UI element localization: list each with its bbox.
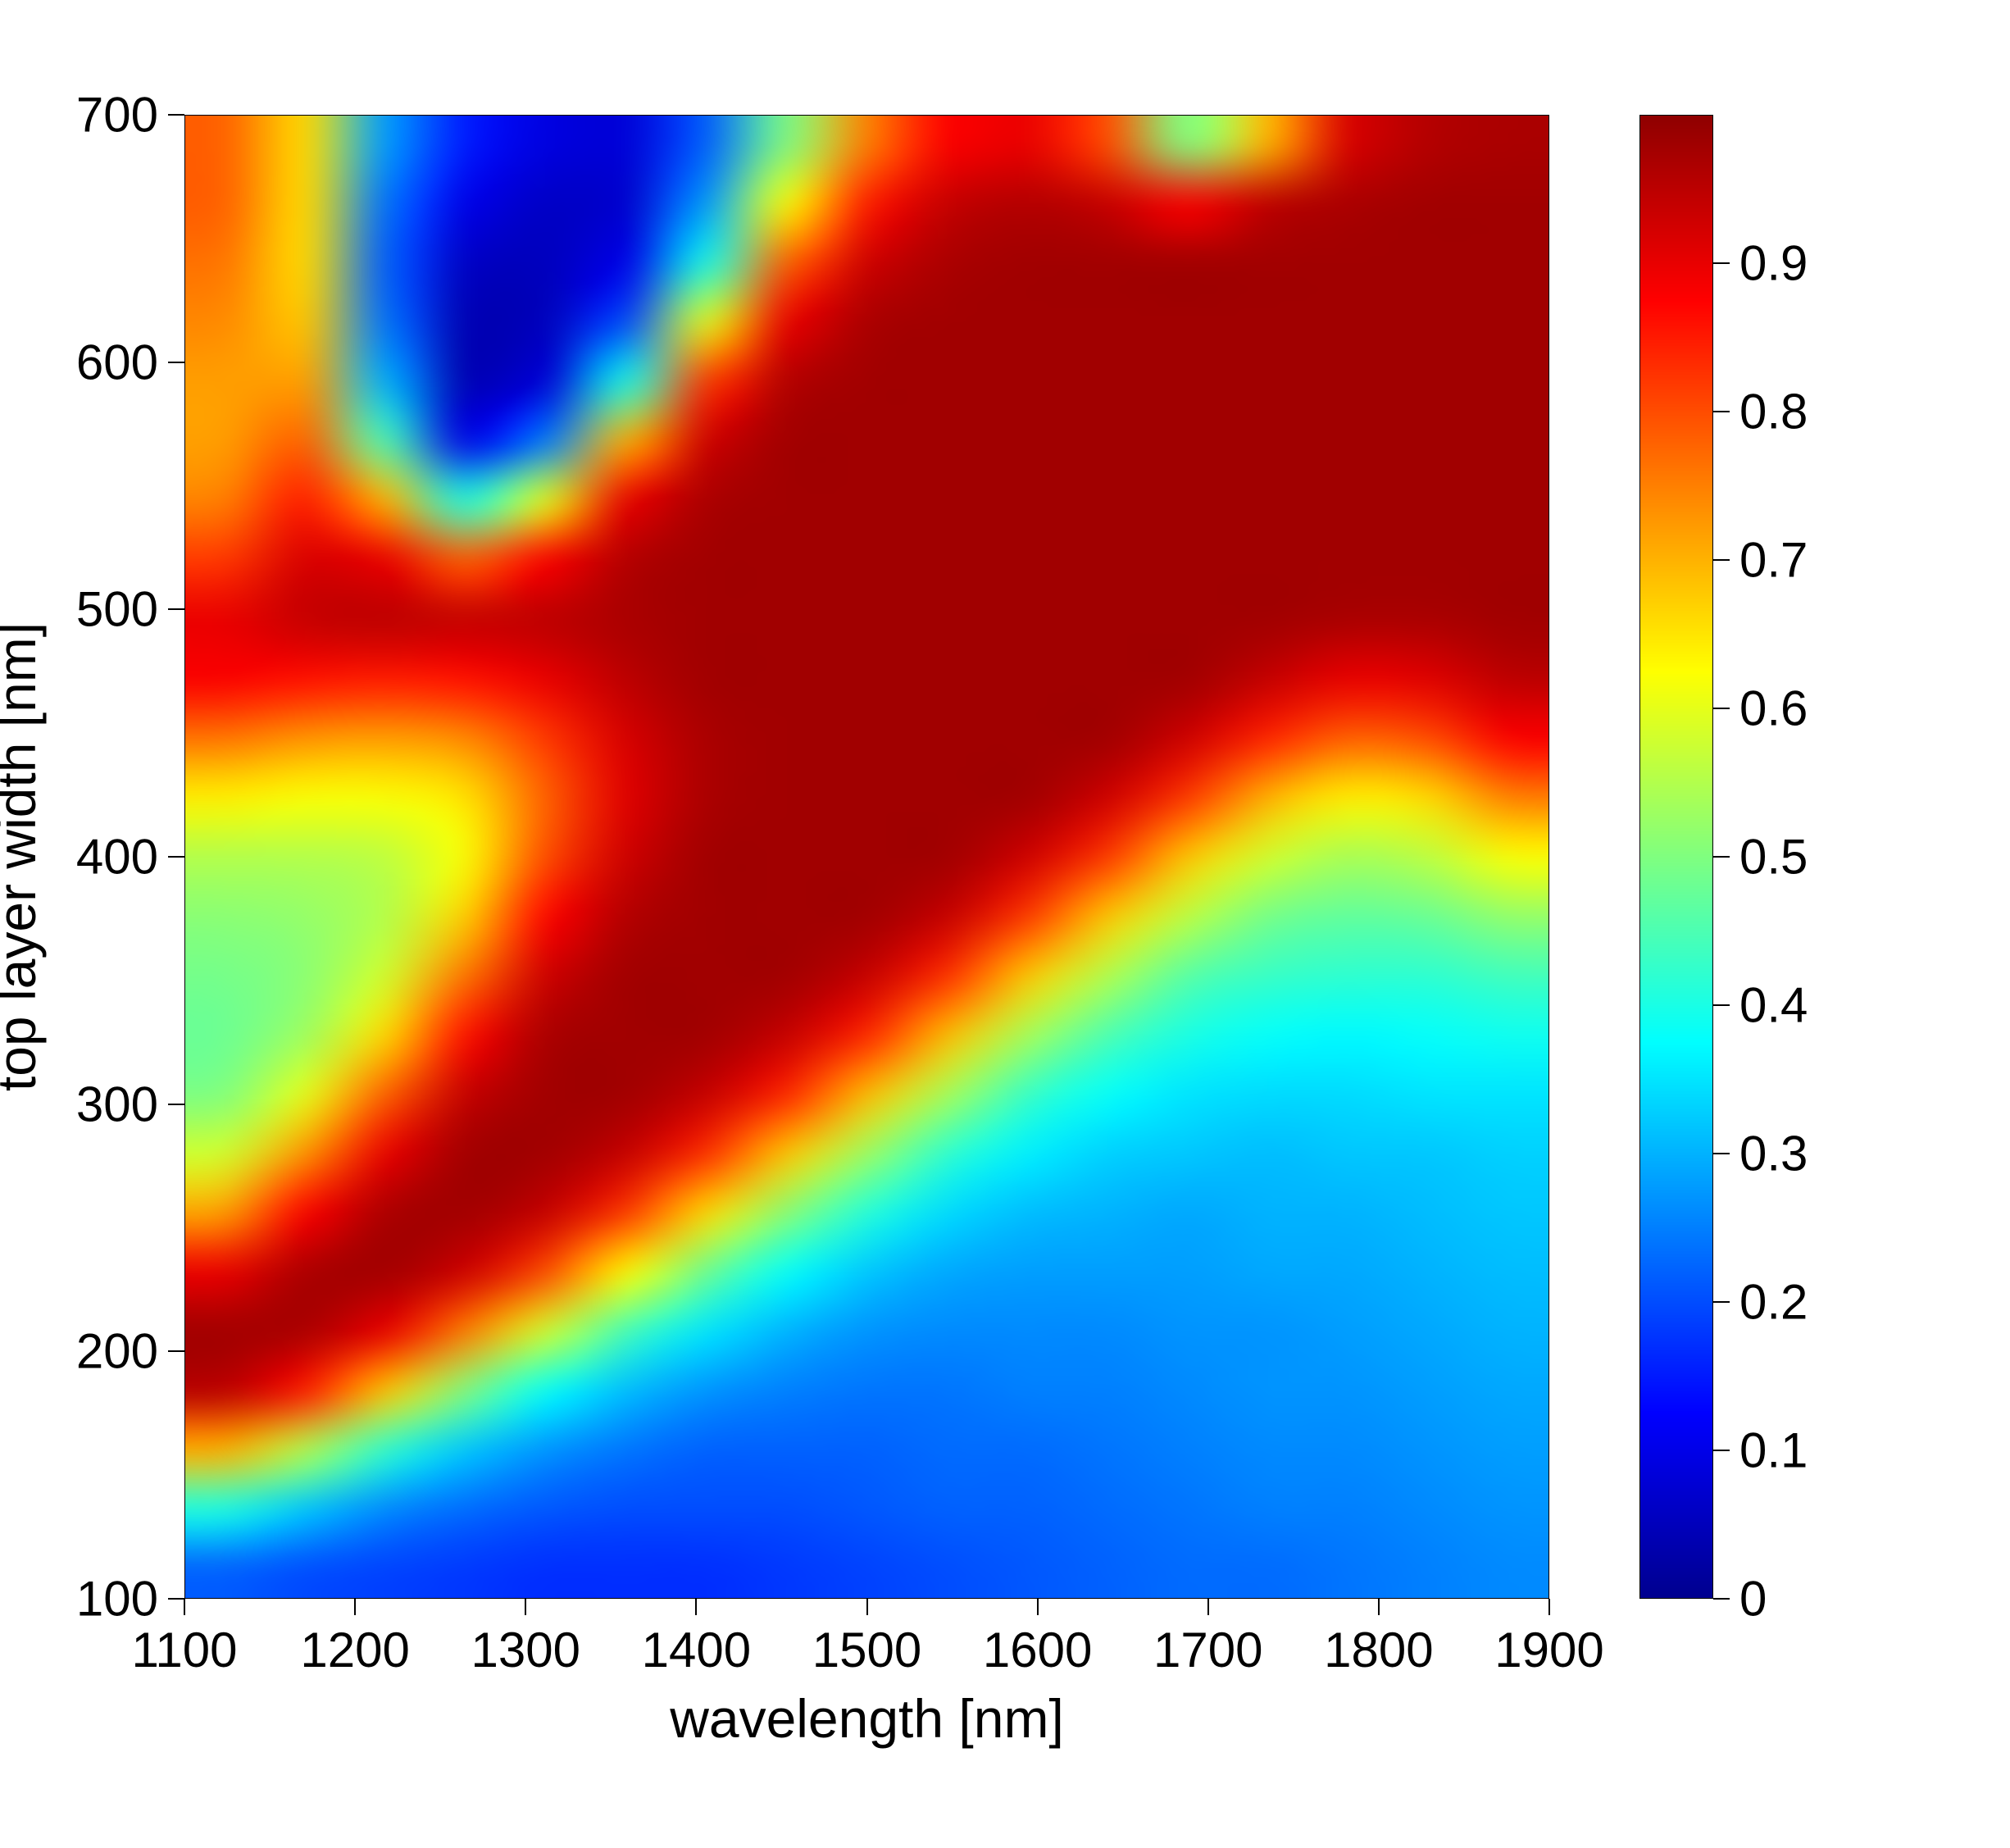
- x-tick-mark: [866, 1599, 868, 1615]
- y-tick-mark: [168, 608, 184, 610]
- colorbar-tick-label: 0.2: [1739, 1274, 1808, 1331]
- x-tick-mark: [184, 1599, 185, 1615]
- colorbar-tick-mark: [1713, 1450, 1730, 1451]
- colorbar-tick-label: 0: [1739, 1571, 1767, 1627]
- colorbar-tick-label: 0.9: [1739, 235, 1808, 292]
- y-tick-label: 600: [76, 334, 158, 390]
- y-axis-label: top layer width [nm]: [0, 622, 48, 1091]
- colorbar-tick-label: 0.4: [1739, 977, 1808, 1034]
- colorbar-tick-mark: [1713, 856, 1730, 858]
- x-tick-mark: [1037, 1599, 1039, 1615]
- colorbar-tick-label: 0.6: [1739, 680, 1808, 737]
- colorbar-tick-mark: [1713, 1153, 1730, 1154]
- y-tick-label: 700: [76, 87, 158, 143]
- x-tick-mark: [695, 1599, 697, 1615]
- x-tick-label: 1800: [1324, 1622, 1433, 1678]
- colorbar-tick-mark: [1713, 1004, 1730, 1006]
- y-tick-mark: [168, 1598, 184, 1600]
- x-tick-mark: [1378, 1599, 1380, 1615]
- x-tick-label: 1600: [983, 1622, 1092, 1678]
- colorbar-tick-label: 0.3: [1739, 1126, 1808, 1182]
- y-tick-label: 100: [76, 1571, 158, 1627]
- y-tick-label: 300: [76, 1076, 158, 1132]
- x-tick-label: 1100: [131, 1622, 237, 1678]
- heatmap-canvas: [184, 115, 1549, 1599]
- colorbar-tick-mark: [1713, 262, 1730, 264]
- colorbar-tick-label: 0.5: [1739, 829, 1808, 885]
- colorbar-tick-mark: [1713, 1598, 1730, 1600]
- colorbar-tick-mark: [1713, 559, 1730, 561]
- x-tick-label: 1300: [471, 1622, 580, 1678]
- y-tick-mark: [168, 1350, 184, 1352]
- x-tick-label: 1500: [812, 1622, 921, 1678]
- colorbar-tick-mark: [1713, 708, 1730, 709]
- x-tick-label: 1200: [300, 1622, 409, 1678]
- colorbar-canvas: [1639, 115, 1713, 1599]
- x-tick-mark: [354, 1599, 356, 1615]
- y-tick-label: 400: [76, 829, 158, 885]
- x-axis-label: wavelength [nm]: [670, 1687, 1064, 1750]
- colorbar-tick-mark: [1713, 411, 1730, 412]
- chart-container: wavelength [nm] top layer width [nm] 110…: [0, 0, 2010, 1848]
- y-tick-mark: [168, 362, 184, 363]
- colorbar-tick-label: 0.8: [1739, 384, 1808, 440]
- colorbar-tick-label: 0.1: [1739, 1422, 1808, 1479]
- x-tick-mark: [1548, 1599, 1550, 1615]
- y-tick-mark: [168, 856, 184, 858]
- y-tick-mark: [168, 1104, 184, 1105]
- y-tick-label: 200: [76, 1323, 158, 1380]
- y-tick-label: 500: [76, 581, 158, 638]
- colorbar-tick-mark: [1713, 1301, 1730, 1303]
- x-tick-label: 1400: [642, 1622, 751, 1678]
- y-tick-mark: [168, 114, 184, 116]
- x-tick-mark: [525, 1599, 526, 1615]
- x-tick-label: 1900: [1494, 1622, 1603, 1678]
- x-tick-label: 1700: [1153, 1622, 1262, 1678]
- colorbar-tick-label: 0.7: [1739, 532, 1808, 589]
- x-tick-mark: [1207, 1599, 1209, 1615]
